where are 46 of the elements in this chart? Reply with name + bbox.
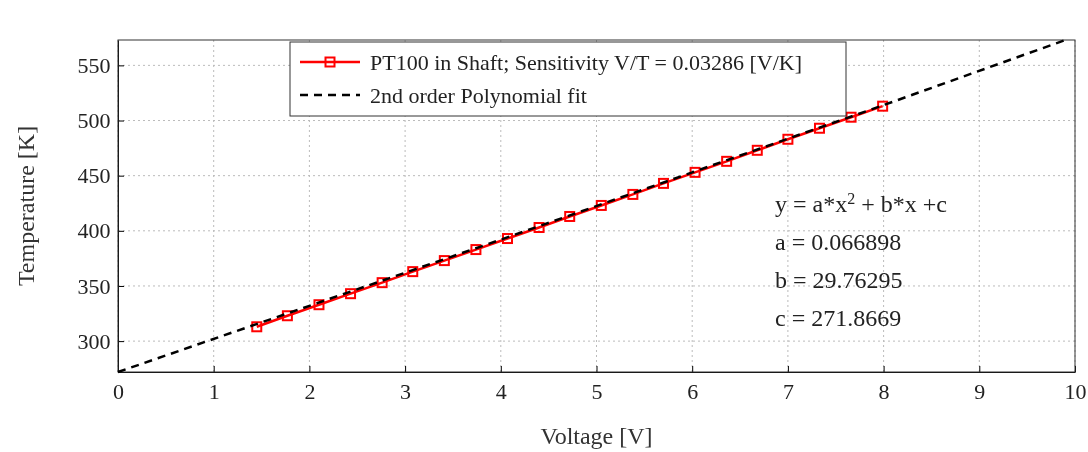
- x-tick-label: 2: [304, 379, 316, 405]
- point: [782, 133, 794, 145]
- point: [313, 299, 325, 311]
- y-tick-label: 500: [77, 108, 111, 134]
- point: [281, 310, 293, 322]
- point: [751, 144, 763, 156]
- x-tick-label: 5: [591, 379, 603, 405]
- x-tick-label: 6: [687, 379, 699, 405]
- x-tick-label: 9: [974, 379, 986, 405]
- annotation: y = a*x$^{2}$ + b*x +c: [775, 189, 947, 217]
- point: [689, 166, 701, 178]
- point: [251, 321, 263, 333]
- point: [470, 244, 482, 256]
- x-tick-label: 1: [208, 379, 220, 405]
- x-tick-label: 8: [878, 379, 890, 405]
- point: [438, 255, 450, 267]
- point: [813, 122, 825, 134]
- y-tick-label: 300: [77, 328, 111, 354]
- annotation: a = 0.066898: [775, 229, 902, 255]
- point: [502, 233, 513, 245]
- point: [845, 111, 857, 123]
- y-tick-label: 450: [77, 163, 111, 189]
- legend-label: 2nd order Polynomial fit: [370, 83, 587, 108]
- x-tick-label: 4: [495, 379, 507, 405]
- point: [533, 222, 545, 234]
- legend-label: PT100 in Shaft; Sensitivity V/T = 0.03286 [V/K]: [370, 50, 803, 75]
- point: [407, 266, 419, 278]
- point: [721, 155, 733, 167]
- point: [877, 100, 889, 112]
- annotation: c = 271.8669: [775, 305, 902, 331]
- x-axis-title: Voltage [V]: [540, 423, 653, 449]
- x-tick-label: 3: [400, 379, 412, 405]
- y-tick-label: 550: [77, 52, 111, 78]
- y-tick-label: 400: [77, 218, 111, 244]
- x-tick-label: 10: [1064, 379, 1087, 405]
- point: [564, 210, 576, 222]
- point: [376, 277, 388, 289]
- y-tick-label: 350: [77, 273, 111, 299]
- point: [627, 188, 639, 200]
- point: [595, 199, 607, 211]
- x-tick-label: 0: [113, 379, 124, 405]
- y-axis-title: Temperature [K]: [13, 125, 39, 287]
- point: [657, 177, 669, 189]
- point: [345, 288, 357, 300]
- x-tick-label: 7: [782, 379, 794, 405]
- annotation: b = 29.76295: [775, 267, 903, 293]
